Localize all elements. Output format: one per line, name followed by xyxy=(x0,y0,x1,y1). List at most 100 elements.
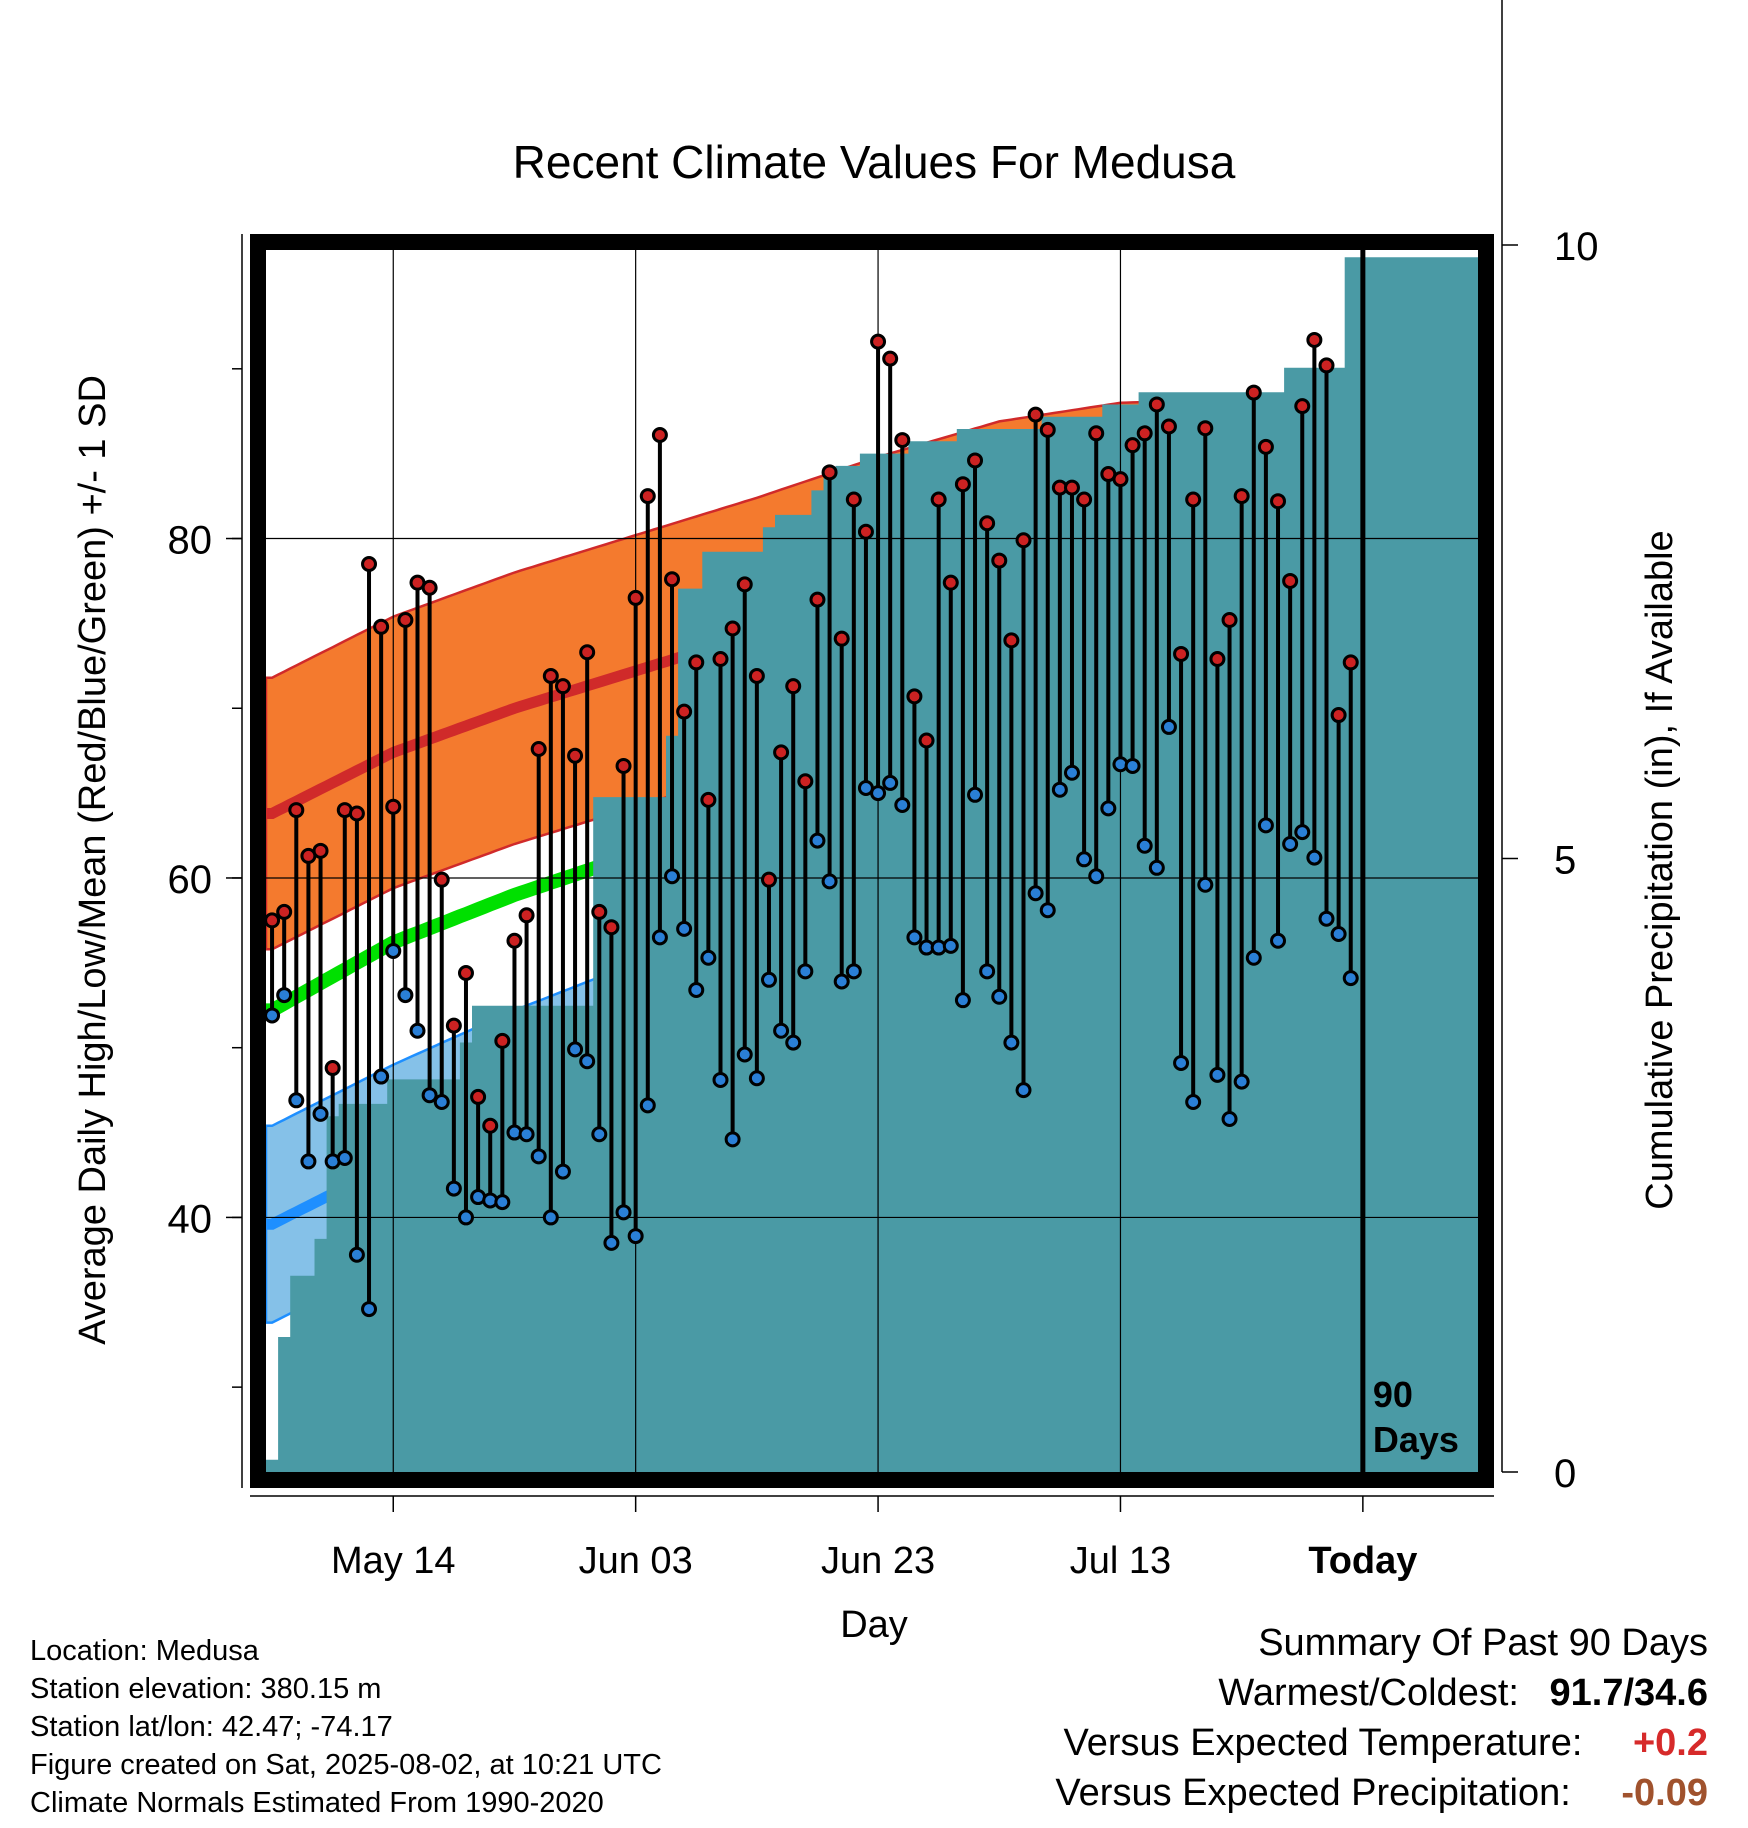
high-point xyxy=(373,618,390,635)
gridlines xyxy=(266,250,1478,1472)
high-point xyxy=(1003,632,1020,649)
low-point xyxy=(942,937,959,954)
low-point xyxy=(1233,1073,1250,1090)
low-point xyxy=(724,1131,741,1148)
low-point xyxy=(748,1070,765,1087)
high-point xyxy=(1233,488,1250,505)
low-point xyxy=(1185,1094,1202,1111)
high-point xyxy=(688,654,705,671)
high-point xyxy=(736,576,753,593)
high-point xyxy=(312,842,329,859)
high-point xyxy=(276,903,293,920)
high-point xyxy=(785,678,802,695)
low-point xyxy=(676,920,693,937)
high-point xyxy=(1282,572,1299,589)
high-point xyxy=(1318,357,1335,374)
low-point xyxy=(494,1194,511,1211)
high-point xyxy=(845,491,862,508)
low-point xyxy=(1221,1110,1238,1127)
low-point xyxy=(567,1041,584,1058)
low-point xyxy=(882,774,899,791)
high-point xyxy=(1015,532,1032,549)
low-point xyxy=(954,992,971,1009)
low-point xyxy=(603,1234,620,1251)
high-point xyxy=(591,903,608,920)
low-point xyxy=(1318,910,1335,927)
high-point xyxy=(954,476,971,493)
high-point xyxy=(1294,398,1311,415)
low-point xyxy=(797,963,814,980)
low-point xyxy=(1100,800,1117,817)
low-point xyxy=(530,1148,547,1165)
low-point xyxy=(445,1180,462,1197)
high-point xyxy=(1185,491,1202,508)
high-point xyxy=(664,571,681,588)
low-point xyxy=(457,1209,474,1226)
low-point xyxy=(845,963,862,980)
high-point xyxy=(918,732,935,749)
low-point xyxy=(809,832,826,849)
today-marker-label: Days xyxy=(1373,1419,1459,1460)
low-point xyxy=(554,1163,571,1180)
warmest-coldest-label: Warmest/Coldest: xyxy=(1218,1672,1519,1714)
high-point xyxy=(870,333,887,350)
x-axis-label: Day xyxy=(840,1604,908,1646)
footer-latlon: Station lat/lon: 42.47; -74.17 xyxy=(30,1711,393,1743)
high-point xyxy=(470,1088,487,1105)
low-point xyxy=(1124,757,1141,774)
chart-title: Recent Climate Values For Medusa xyxy=(513,136,1236,188)
high-point xyxy=(651,426,668,443)
high-point xyxy=(821,464,838,481)
high-point xyxy=(724,620,741,637)
low-point xyxy=(421,1087,438,1104)
high-point xyxy=(833,630,850,647)
high-point xyxy=(506,932,523,949)
high-point xyxy=(433,871,450,888)
high-point xyxy=(1076,491,1093,508)
y2-tick-label: 10 xyxy=(1554,225,1599,269)
x-tick-label: Jun 03 xyxy=(579,1540,693,1582)
high-point xyxy=(421,579,438,596)
high-point xyxy=(385,798,402,815)
high-point xyxy=(1270,493,1287,510)
low-point xyxy=(1088,868,1105,885)
low-point xyxy=(991,988,1008,1005)
low-point xyxy=(1136,837,1153,854)
high-point xyxy=(288,802,305,819)
low-point xyxy=(264,1007,281,1024)
high-point xyxy=(567,747,584,764)
low-point xyxy=(833,973,850,990)
high-point xyxy=(264,912,281,929)
high-point xyxy=(1197,420,1214,437)
high-point xyxy=(882,350,899,367)
y-tick-label: 80 xyxy=(168,519,213,563)
high-point xyxy=(542,668,559,685)
high-point xyxy=(773,744,790,761)
low-point xyxy=(1173,1054,1190,1071)
high-point xyxy=(748,668,765,685)
low-point xyxy=(1306,849,1323,866)
y-tick-label: 40 xyxy=(168,1197,213,1241)
high-point xyxy=(627,589,644,606)
plot-border xyxy=(250,234,1494,1488)
high-point xyxy=(530,740,547,757)
low-point xyxy=(664,868,681,885)
high-point xyxy=(809,591,826,608)
low-point xyxy=(579,1053,596,1070)
y-tick-label: 60 xyxy=(168,858,213,902)
high-point xyxy=(1330,707,1347,724)
low-point xyxy=(736,1046,753,1063)
high-point xyxy=(603,919,620,936)
low-point xyxy=(651,929,668,946)
high-point xyxy=(1209,651,1226,668)
high-point xyxy=(930,491,947,508)
high-point xyxy=(324,1060,341,1077)
low-point xyxy=(906,929,923,946)
low-point xyxy=(894,796,911,813)
low-point xyxy=(361,1301,378,1318)
high-point xyxy=(1039,421,1056,438)
low-point xyxy=(773,1022,790,1039)
footer-normals-period: Climate Normals Estimated From 1990-2020 xyxy=(30,1787,604,1819)
low-point xyxy=(967,786,984,803)
